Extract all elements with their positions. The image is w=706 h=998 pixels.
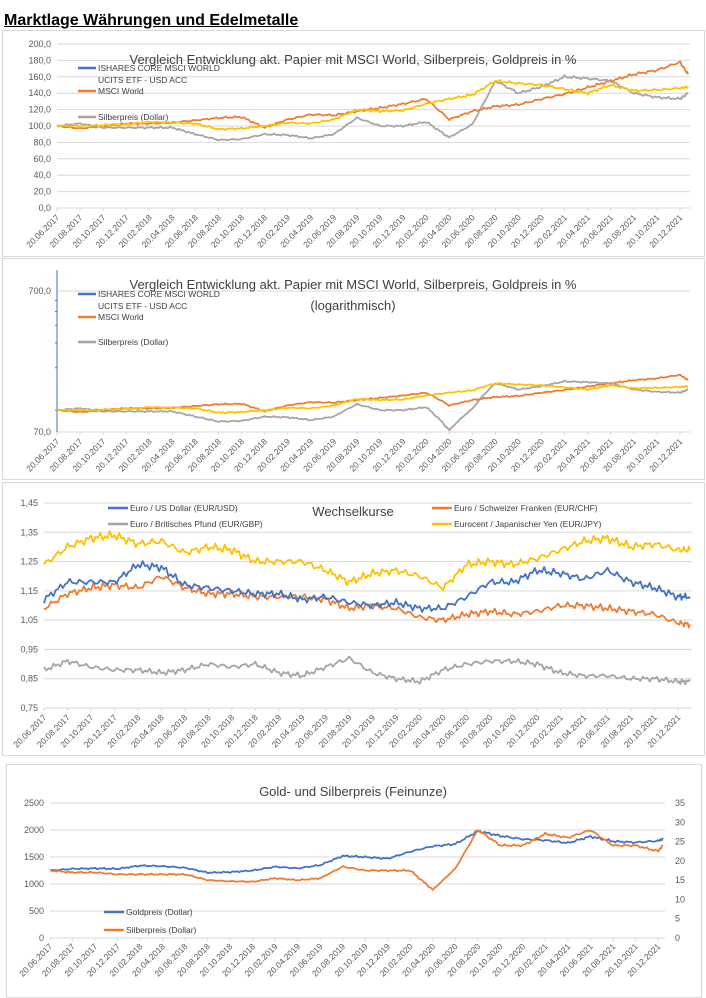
legend-label: Eurocent / Japanischer Yen (EUR/JPY) (454, 519, 602, 529)
series-line-unnamed-2 (56, 381, 689, 415)
y-tick-label: 70,0 (33, 427, 51, 437)
chart-fx-box (2, 482, 705, 756)
y-tick-label: 80,0 (33, 137, 51, 147)
y-tick-label: 1,05 (20, 615, 38, 625)
y2-tick-label: 20 (675, 856, 685, 866)
y-tick-label: 40,0 (33, 170, 51, 180)
legend-label: Silberpreis (Dollar) (98, 337, 169, 347)
y-tick-label: 200,0 (28, 39, 51, 49)
series-line-msci-world (56, 373, 689, 413)
legend-label: MSCI World (98, 312, 144, 322)
y2-tick-label: 30 (675, 817, 685, 827)
chart-title: Vergleich Entwicklung akt. Papier mit MS… (130, 52, 577, 67)
y-tick-label: 1,15 (20, 586, 38, 596)
y-tick-label: 180,0 (28, 55, 51, 65)
series-line-unnamed-2 (57, 79, 689, 131)
y-tick-label: 700,0 (28, 286, 51, 296)
legend-label: ISHARES CORE MSCI WORLD (98, 289, 220, 299)
series-line-silberpreis-dollar- (56, 74, 689, 142)
y-tick-label: 1,45 (20, 498, 38, 508)
y2-tick-label: 15 (675, 875, 685, 885)
y-tick-label: 1500 (24, 852, 44, 862)
legend-label: Silberpreis (Dollar) (98, 112, 169, 122)
series-line-eurocent-japanischer-yen-eur-jpy- (43, 530, 691, 592)
legend-label: ISHARES CORE MSCI WORLD (98, 63, 220, 73)
y-tick-label: 120,0 (28, 105, 51, 115)
legend-label: Euro / US Dollar (EUR/USD) (130, 503, 238, 513)
y-tick-label: 160,0 (28, 72, 51, 82)
chart-log-box (2, 258, 705, 480)
series-line-silberpreis-dollar- (56, 379, 689, 432)
series-line-goldpreis-dollar- (49, 830, 664, 875)
y2-tick-label: 5 (675, 914, 680, 924)
chart-title: Gold- und Silberpreis (Feinunze) (259, 784, 447, 799)
y2-tick-label: 10 (675, 894, 685, 904)
legend-label: MSCI World (98, 86, 144, 96)
y-tick-label: 60,0 (33, 154, 51, 164)
y-tick-label: 1,25 (20, 557, 38, 567)
legend-label: Euro / Schweizer Franken (EUR/CHF) (454, 503, 598, 513)
y-tick-label: 0,75 (20, 703, 38, 713)
y-tick-label: 2500 (24, 798, 44, 808)
y-tick-label: 1000 (24, 879, 44, 889)
y-tick-label: 0,0 (38, 203, 51, 213)
page-title: Marktlage Währungen und Edelmetalle (4, 12, 299, 29)
chart-title: Wechselkurse (312, 504, 393, 519)
y-tick-label: 1,35 (20, 527, 38, 537)
series-line-euro-britisches-pfund-eur-gbp- (43, 655, 691, 686)
legend-label: UCITS ETF - USD ACC (98, 301, 187, 311)
chart-title: Vergleich Entwicklung akt. Papier mit MS… (130, 277, 577, 292)
series-line-euro-us-dollar-eur-usd- (43, 560, 691, 613)
y-tick-label: 20,0 (33, 187, 51, 197)
y-tick-label: 100,0 (28, 121, 51, 131)
legend-label: Goldpreis (Dollar) (126, 907, 193, 917)
y-tick-label: 2000 (24, 825, 44, 835)
y2-tick-label: 35 (675, 798, 685, 808)
y-tick-label: 500 (29, 906, 44, 916)
series-line-euro-schweizer-franken-eur-chf- (43, 575, 691, 629)
series-line-silberpreis-dollar- (49, 829, 664, 891)
y2-tick-label: 0 (675, 933, 680, 943)
y-tick-label: 0,95 (20, 644, 38, 654)
legend-label: Silberpreis (Dollar) (126, 925, 197, 935)
y-tick-label: 140,0 (28, 88, 51, 98)
y-tick-label: 0 (39, 933, 44, 943)
legend-label: Euro / Britisches Pfund (EUR/GBP) (130, 519, 263, 529)
legend-label: UCITS ETF - USD ACC (98, 75, 187, 85)
chart-percent-box (2, 30, 705, 257)
y2-tick-label: 25 (675, 837, 685, 847)
y-tick-label: 0,85 (20, 674, 38, 684)
chart-subtitle: (logarithmisch) (310, 298, 395, 313)
